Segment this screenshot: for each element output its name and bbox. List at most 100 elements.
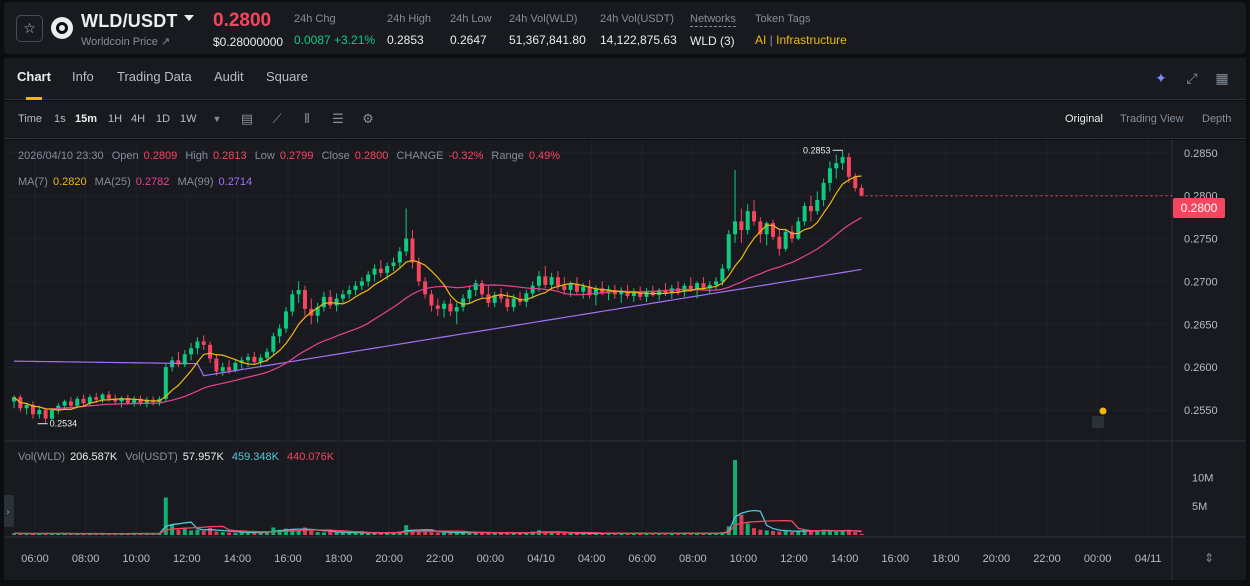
tag-ai[interactable]: AI	[755, 33, 767, 47]
candle-body	[644, 291, 649, 297]
pair-name[interactable]: WLD/USDT	[81, 11, 178, 31]
interval-4h[interactable]: 4H	[131, 113, 146, 125]
candle-body	[663, 290, 668, 294]
volume-bar	[745, 523, 750, 535]
x-tick-label: 22:00	[1033, 553, 1061, 565]
volume-bar	[676, 533, 681, 535]
interval-15m[interactable]: 15m	[75, 113, 98, 125]
interval-time[interactable]: Time	[18, 113, 43, 125]
candle-body	[631, 291, 636, 296]
candle-body	[834, 163, 839, 169]
scroll-left-handle	[4, 495, 14, 527]
interval-1w[interactable]: 1W	[180, 113, 197, 125]
stat-24h-high: 24h High 0.2853	[387, 13, 431, 47]
volume-bar	[321, 532, 326, 535]
legend-open-label: Open	[111, 150, 139, 162]
candle-body	[593, 288, 598, 296]
tab-info[interactable]: Info	[72, 69, 94, 84]
candle-body	[758, 221, 763, 235]
volume-bar	[454, 532, 459, 535]
indicator-chart-icon[interactable]: ⟋	[272, 111, 282, 126]
chart-canvas[interactable]: 0.2850 0.2800 0.2750 0.2700 0.2650 0.2600 0.25…	[4, 140, 1246, 580]
volume-bar	[714, 533, 719, 535]
candle-body	[385, 266, 390, 273]
volume-bar	[328, 531, 333, 535]
volume-bar	[701, 533, 706, 535]
legend-vol-ma2: 440.076K	[287, 451, 335, 463]
volume-bar	[18, 533, 23, 535]
favorite-star-icon[interactable]: ☆	[16, 15, 43, 42]
candlestick-chart[interactable]: 0.2850 0.2800 0.2750 0.2700 0.2650 0.2600 0.25…	[4, 140, 1246, 580]
volume-bar	[195, 529, 200, 535]
candle-body	[530, 285, 535, 294]
interval-1s[interactable]: 1s	[54, 113, 66, 125]
candle-body	[265, 351, 269, 358]
interval-dropdown-icon[interactable]: ▼	[212, 114, 222, 124]
volume-bar	[144, 533, 149, 535]
candle-body	[802, 206, 807, 222]
x-tick-label: 00:00	[1084, 553, 1112, 565]
tab-chart[interactable]: Chart	[17, 69, 51, 84]
stat-networks[interactable]: Networks WLD (3)	[690, 13, 736, 48]
legend-ma25: 0.2782	[135, 176, 170, 188]
volume-bar	[157, 533, 162, 535]
volume-bar	[233, 532, 238, 535]
candle-body	[714, 281, 719, 285]
chart-toolbar: Time 1s 15m 1H 4H 1D 1W ▼ ▤ ⟋ ⫴ ☰ ⚙ Orig…	[4, 101, 1246, 139]
volume-bar	[505, 533, 510, 535]
ai-sparkle-icon[interactable]: ✦	[1155, 70, 1167, 86]
candle-body	[726, 234, 731, 269]
x-tick-label: 06:00	[21, 553, 49, 565]
calendar-icon[interactable]: ▤	[240, 111, 254, 126]
fullscreen-icon[interactable]: ⤢	[1186, 70, 1198, 86]
volume-bar	[62, 533, 67, 535]
volume-bar	[524, 533, 529, 535]
x-tick-label: 06:00	[628, 553, 656, 565]
candle-body	[233, 362, 238, 371]
candle-body	[771, 223, 775, 237]
layout-grid-icon[interactable]: ▦	[1215, 70, 1229, 86]
candle-body	[853, 176, 858, 188]
volume-bar	[808, 531, 813, 535]
volume-bar	[625, 533, 630, 535]
candle-body	[701, 283, 706, 289]
candle-body	[87, 397, 92, 404]
tab-square[interactable]: Square	[266, 69, 308, 84]
volume-bar	[315, 532, 320, 535]
max-price-label: 0.2853	[803, 145, 831, 155]
candle-body	[214, 358, 219, 372]
view-trading-view[interactable]: Trading View	[1120, 113, 1184, 125]
volume-bar	[739, 514, 744, 535]
candle-body	[448, 303, 453, 312]
volume-bar	[372, 532, 377, 535]
candle-body	[372, 268, 377, 275]
tab-audit[interactable]: Audit	[214, 69, 244, 84]
candle-body	[454, 307, 459, 312]
pair-dropdown-caret-icon[interactable]	[184, 15, 194, 21]
candle-type-icon[interactable]: ⫴	[304, 111, 310, 126]
interval-1d[interactable]: 1D	[156, 113, 171, 125]
min-price-label: 0.2534	[50, 419, 78, 429]
candle-body	[859, 188, 864, 196]
candle-body	[619, 290, 624, 295]
stat-value: 0.0087 +3.21%	[294, 33, 376, 47]
candle-body	[625, 290, 630, 296]
view-original[interactable]: Original	[1065, 113, 1103, 125]
candle-body	[391, 262, 396, 266]
candle-body	[480, 283, 485, 295]
tab-trading-data[interactable]: Trading Data	[117, 69, 192, 84]
x-tick-label: 16:00	[881, 553, 909, 565]
auto-scale-icon: ⇕	[1204, 551, 1214, 565]
tag-infrastructure[interactable]: Infrastructure	[776, 33, 847, 47]
chart-settings-list-icon[interactable]: ☰	[332, 111, 344, 126]
volume-bar	[163, 497, 168, 535]
interval-1h[interactable]: 1H	[108, 113, 123, 125]
x-tick-label: 12:00	[780, 553, 808, 565]
volume-bar	[764, 530, 769, 535]
volume-bar	[385, 532, 390, 535]
candle-body	[840, 157, 845, 164]
view-depth[interactable]: Depth	[1202, 113, 1232, 125]
coin-price-link[interactable]: Worldcoin Price ↗	[81, 36, 171, 48]
settings-gear-icon[interactable]: ⚙	[362, 111, 374, 126]
volume-bar	[682, 533, 687, 535]
